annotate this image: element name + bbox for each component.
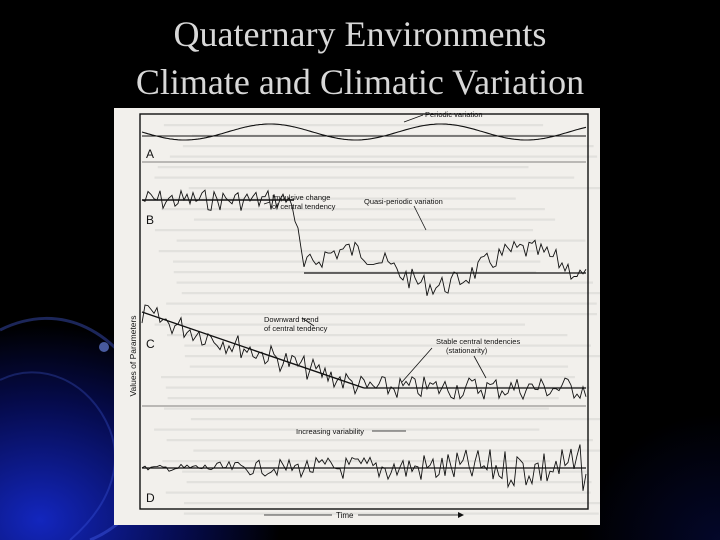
bleed-through-line	[186, 481, 592, 484]
bleed-through-line	[188, 187, 600, 190]
annotation-impulsive-change-1: Impulsive change	[272, 193, 330, 202]
time-arrow-head	[458, 512, 464, 518]
bleed-through-line	[193, 218, 556, 221]
bleed-through-line	[166, 439, 593, 442]
bleed-through-line	[183, 512, 599, 515]
bleed-through-line	[172, 260, 541, 263]
bleed-through-line	[162, 460, 550, 463]
bleed-through-line	[158, 250, 540, 253]
bleed-through-line	[154, 176, 575, 179]
bleed-through-line	[176, 239, 586, 242]
annotation-stable-tendencies-1: Stable central tendencies	[436, 337, 520, 346]
bleed-through-line	[157, 166, 529, 169]
bleed-through-line	[180, 313, 597, 316]
bleed-through-line	[165, 491, 591, 494]
panel-c-downward-trend-line	[141, 311, 365, 389]
bleed-through-line	[169, 155, 598, 158]
panel-letter-b: B	[146, 213, 154, 227]
bleed-through-line	[161, 208, 545, 211]
bleed-through-line	[154, 229, 534, 232]
annotation-stable-tendencies-2: (stationarity)	[446, 346, 488, 355]
figure-canvas: Values of Parameters A B C D Periodic va…	[128, 110, 600, 520]
arrow-periodic	[403, 114, 424, 123]
bleed-through-line	[193, 449, 600, 452]
panel-c-noisy-series	[141, 304, 587, 401]
bleed-through-line	[154, 428, 540, 431]
panel-d-noisy-series	[141, 444, 587, 491]
bleed-through-line	[166, 302, 597, 305]
bleed-through-line	[154, 323, 525, 326]
panel-a-periodic-curve	[141, 123, 587, 141]
annotation-impulsive-change-2: of central tendency	[272, 202, 336, 211]
bleed-through-line	[161, 376, 575, 379]
arrow-stable-1	[401, 347, 433, 383]
figure-frame	[139, 113, 589, 510]
y-axis-label: Values of Parameters	[128, 315, 138, 396]
annotation-periodic-variation: Periodic variation	[425, 110, 483, 119]
plot-traces	[141, 123, 587, 491]
annotation-downward-trend-2: of central tendency	[264, 324, 328, 333]
arrow-quasi-periodic	[413, 205, 427, 231]
bleed-through-line	[184, 344, 591, 347]
bleed-through-line	[167, 397, 559, 400]
bleed-through-line	[163, 124, 544, 127]
arrow-stable-2	[473, 355, 487, 379]
slide-title-line-1: Quaternary Environments	[173, 14, 547, 54]
bleed-through-texture	[154, 124, 600, 515]
arrow-downward-trend	[301, 317, 315, 327]
annotation-quasi-periodic: Quasi-periodic variation	[364, 197, 443, 206]
climate-variation-figure: Values of Parameters A B C D Periodic va…	[114, 108, 600, 525]
panel-letter-c: C	[146, 337, 155, 351]
bleed-through-line	[167, 334, 568, 337]
bleed-through-line	[189, 365, 569, 368]
bleed-through-line	[190, 418, 600, 421]
bleed-through-line	[154, 197, 516, 200]
bleed-through-line	[176, 281, 594, 284]
bleed-through-line	[182, 145, 594, 148]
bleed-through-line	[184, 502, 600, 505]
arrow-impulsive	[263, 201, 271, 205]
annotation-increasing-variability: Increasing variability	[296, 427, 364, 436]
slide-title-line-2: Climate and Climatic Variation	[135, 62, 585, 102]
bleed-through-line	[173, 271, 537, 274]
x-axis-label-time: Time	[336, 511, 354, 520]
bleed-through-line	[184, 355, 600, 358]
bleed-through-line	[181, 292, 600, 295]
bleed-through-line	[182, 470, 587, 473]
panel-letter-a: A	[146, 147, 154, 161]
annotation-downward-trend-1: Downward trend	[264, 315, 319, 324]
bleed-through-line	[163, 407, 549, 410]
panel-letter-d: D	[146, 491, 155, 505]
panel-b-noisy-series	[141, 189, 587, 296]
